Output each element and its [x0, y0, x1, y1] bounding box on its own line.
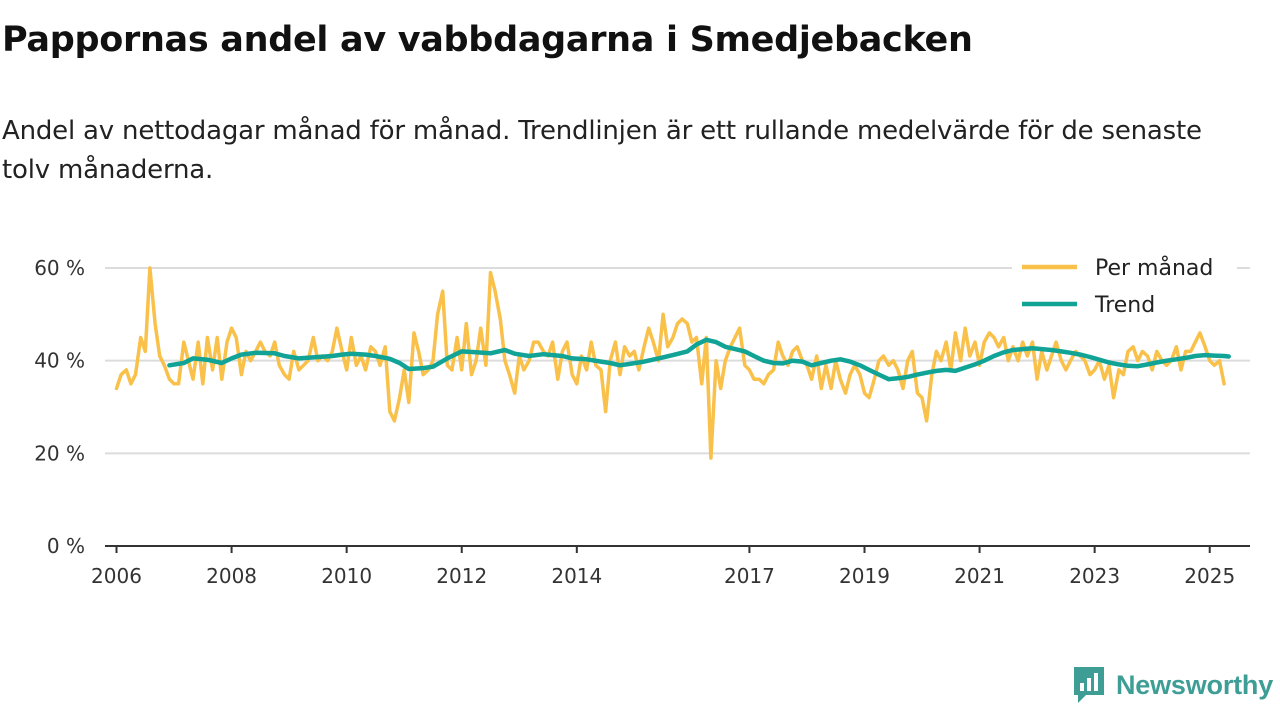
- series-lines: [114, 266, 1231, 460]
- newsworthy-logo-icon: [1074, 667, 1104, 703]
- legend-background: [1012, 282, 1237, 316]
- x-tick-label: 2010: [321, 564, 372, 588]
- x-axis: 2006 2008 2010 2012 2014 2017 2019 2021 2023 2025: [91, 545, 1250, 588]
- x-tick-label: 2008: [206, 564, 257, 588]
- chart-subtitle: Andel av nettodagar månad för månad. Tre…: [2, 116, 1202, 185]
- legend-background: [1012, 245, 1237, 279]
- x-tick-label: 2025: [1184, 564, 1235, 588]
- y-tick-label: 20 %: [34, 441, 85, 465]
- y-tick-label: 0 %: [47, 534, 85, 558]
- x-tick-label: 2021: [954, 564, 1005, 588]
- x-tick-label: 2006: [91, 564, 142, 588]
- y-tick-label: 60 %: [34, 256, 85, 280]
- legend: Per månad Trend: [1012, 245, 1237, 318]
- line-chart: 0 % 20 % 40 % 60 % 2006 2008 2010 2012 2014 2017…: [34, 245, 1250, 588]
- x-tick-label: 2019: [839, 564, 890, 588]
- x-tick-label: 2023: [1069, 564, 1120, 588]
- newsworthy-logo: Newsworthy: [1072, 664, 1273, 706]
- series-line-per-manad: [114, 266, 1226, 460]
- y-axis: 0 % 20 % 40 % 60 %: [34, 256, 85, 558]
- legend-label: Trend: [1094, 293, 1155, 318]
- x-tick-label: 2014: [551, 564, 602, 588]
- x-tick-label: 2012: [436, 564, 487, 588]
- newsworthy-logo-text: Newsworthy: [1116, 669, 1274, 700]
- legend-label: Per månad: [1095, 255, 1213, 281]
- x-tick-label: 2017: [724, 564, 775, 588]
- series-line-trend: [167, 337, 1231, 382]
- y-tick-label: 40 %: [34, 349, 85, 373]
- page-title: Pappornas andel av vabbdagarna i Smedjeb…: [2, 20, 973, 60]
